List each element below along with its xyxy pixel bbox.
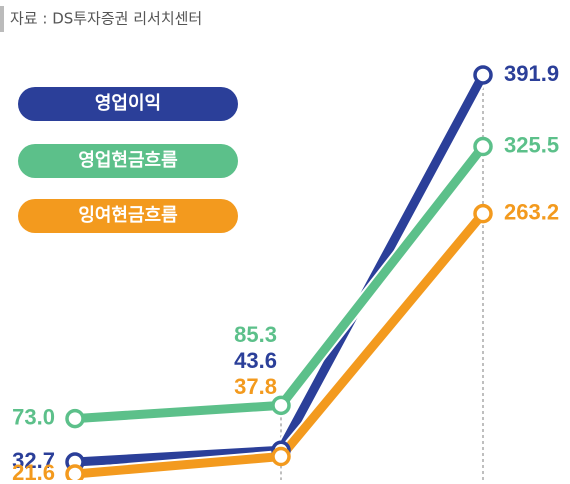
legend-pill	[18, 144, 238, 178]
value-label: 73.0	[12, 404, 55, 429]
value-label: 21.6	[12, 460, 55, 480]
value-label: 43.6	[234, 348, 277, 373]
legend-label: 영업현금흐름	[78, 150, 177, 171]
marker	[65, 464, 85, 484]
value-label: 391.9	[504, 61, 559, 86]
marker	[473, 203, 493, 224]
legend-label: 영업이익	[95, 93, 161, 114]
marker	[65, 408, 85, 429]
series-line	[74, 210, 487, 479]
marker	[271, 446, 291, 467]
source: 자료 : DS투자증권 리서치센터	[10, 10, 202, 28]
legend-pill	[18, 87, 238, 121]
marker	[473, 65, 493, 85]
value-label: 85.3	[234, 322, 277, 347]
line-outline	[74, 209, 488, 481]
legend-pill	[18, 199, 238, 233]
value-label: 32.7	[12, 448, 55, 473]
marker	[473, 136, 493, 157]
marker	[271, 395, 291, 416]
value-label: 263.2	[504, 199, 559, 224]
value-label: 37.8	[234, 374, 277, 399]
legend-label: 잉여현금흐름	[78, 205, 177, 226]
value-label: 325.5	[504, 132, 559, 157]
source-bar	[0, 6, 4, 32]
